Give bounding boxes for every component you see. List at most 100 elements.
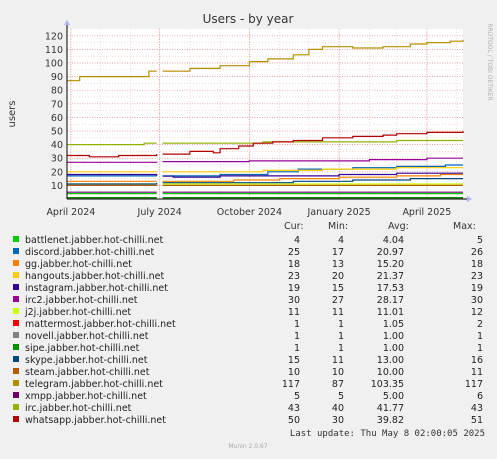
legend-value: 30 [471,295,483,306]
series-line [162,39,464,72]
legend-value: 43 [471,403,483,414]
legend-swatch [13,368,19,374]
legend-value: 6 [477,391,483,402]
legend-series-name: novell.jabber.hot-chilli.net [25,331,149,342]
y-tick-label: 30 [51,154,63,165]
legend-value: 5 [477,235,483,246]
series-line [162,131,464,155]
y-tick-label: 40 [51,140,63,151]
legend-swatch [13,380,19,386]
y-tick-label: 80 [51,86,63,97]
x-tick-label: April 2025 [402,207,451,218]
legend-series-name: discord.jabber.hot-chilli.net [25,247,155,258]
legend-value: 28.17 [377,295,404,306]
legend-value: 15.20 [377,259,404,270]
x-tick-label: April 2024 [46,207,95,218]
y-axis-label: users [7,100,18,127]
legend-swatch [13,416,19,422]
legend-series-name: gg.jabber.hot-chilli.net [25,259,132,270]
legend-table: Cur: Min: Avg: Max: battlenet.jabber.hot-chi… [13,221,483,426]
legend-value: 18 [471,259,483,270]
x-tick-label: October 2024 [217,207,282,218]
legend-column-header: Max: [453,221,476,232]
last-update: Last update: Thu May 8 02:00:05 2025 [290,429,485,439]
legend-value: 1.00 [383,331,404,342]
legend-swatch [13,284,19,290]
y-tick-label: 60 [51,113,63,124]
legend-swatch [13,356,19,362]
legend-value: 1 [338,331,344,342]
legend-series-name: instagram.jabber.hot-chilli.net [25,283,168,294]
legend-value: 19 [471,283,483,294]
legend-swatch [13,248,19,254]
x-tick-label: January 2025 [307,207,371,218]
legend-value: 17.53 [377,283,404,294]
legend-value: 51 [471,415,483,426]
legend-value: 11 [332,307,344,318]
y-tick-label: 50 [51,127,63,138]
legend-value: 30 [288,295,300,306]
legend-series-name: battlenet.jabber.hot-chilli.net [25,235,163,246]
legend-series-name: sipe.jabber.hot-chilli.net [25,343,140,354]
legend-value: 1 [338,319,344,330]
legend-value: 30 [332,415,344,426]
legend-value: 20 [332,271,344,282]
legend-value: 10.00 [377,367,404,378]
y-tick-label: 70 [51,99,63,110]
legend-swatch [13,320,19,326]
legend-value: 1.00 [383,343,404,354]
legend-value: 10 [332,367,344,378]
legend-value: 13 [332,259,344,270]
munin-footer: Munin 2.0.67 [228,443,267,450]
legend-value: 20.97 [377,247,404,258]
legend-series-name: telegram.jabber.hot-chilli.net [25,379,163,390]
legend-value: 50 [288,415,300,426]
legend-value: 27 [332,295,344,306]
legend-column-header: Cur: [284,221,304,232]
legend-value: 1 [338,343,344,354]
legend-value: 5 [338,391,344,402]
legend-series-name: mattermost.jabber.hot-chilli.net [25,319,176,330]
legend-value: 23 [288,271,300,282]
legend-swatch [13,308,19,314]
legend-value: 11 [332,355,344,366]
legend-swatch [13,404,19,410]
legend-column-header: Min: [328,221,348,232]
legend-swatch [13,392,19,398]
axes [64,20,472,202]
legend-swatch [13,332,19,338]
legend-value: 1 [477,331,483,342]
series-line [162,173,463,182]
legend-value: 12 [471,307,483,318]
y-tick-label: 20 [51,167,63,178]
legend-value: 40 [332,403,344,414]
legend-value: 5.00 [383,391,404,402]
legend-column-header: Avg: [388,221,409,232]
legend-series-name: hangouts.jabber.hot-chilli.net [25,271,165,282]
legend-value: 4 [294,235,300,246]
series-line [67,70,157,82]
series-line [67,173,158,176]
x-tick-labels: April 2024 July 2024 October 2024 January 2… [46,207,451,218]
y-axis-arrow [64,20,70,25]
y-tick-label: 120 [45,31,63,42]
series-lines [67,39,464,199]
x-axis-arrow [467,196,472,202]
legend-value: 26 [471,247,483,258]
legend-value: 25 [288,247,300,258]
legend-value: 1.05 [383,319,404,330]
legend-value: 41.77 [377,403,404,414]
legend-swatch [13,260,19,266]
y-tick-label: 10 [51,181,63,192]
legend-value: 87 [332,379,344,390]
legend-series-name: whatsapp.jabber.hot-chilli.net [25,415,166,426]
legend-value: 16 [471,355,483,366]
y-tick-label: 100 [45,59,63,70]
series-line [162,178,463,184]
rrdtool-watermark: RRDTOOL / TOBI OETIKER [486,23,493,100]
legend-series-name: irc2.jabber.hot-chilli.net [25,295,138,306]
series-line [67,154,158,158]
legend-value: 13.00 [377,355,404,366]
